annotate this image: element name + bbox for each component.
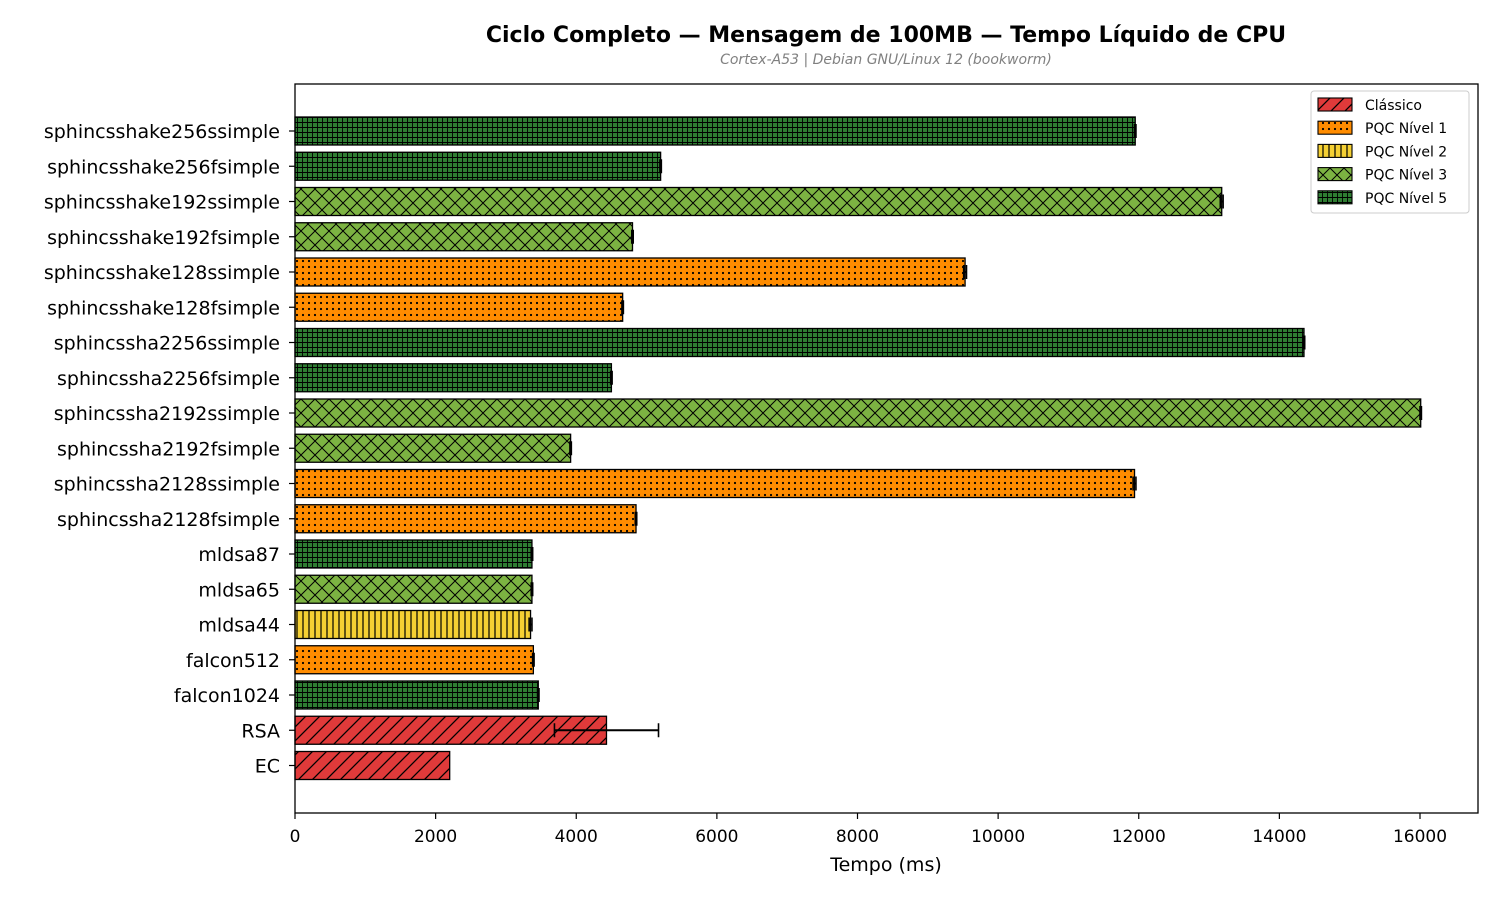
bar-sphincsshake256ssimple bbox=[294, 116, 1136, 146]
x-tick-label: 12000 bbox=[1112, 827, 1166, 847]
bar-sphincssha2256fsimple bbox=[294, 363, 613, 393]
y-tick-label: RSA bbox=[241, 720, 280, 742]
x-tick-label: 10000 bbox=[971, 827, 1025, 847]
legend-item-n1: PQC Nível 1 bbox=[1317, 120, 1447, 137]
y-tick-label: sphincsshake128ssimple bbox=[44, 262, 280, 284]
x-tick-label: 8000 bbox=[836, 827, 879, 847]
y-tick-label: sphincsshake192fsimple bbox=[47, 227, 280, 249]
y-tick-label: falcon1024 bbox=[174, 685, 280, 707]
x-tick-label: 4000 bbox=[555, 827, 598, 847]
bar-EC bbox=[294, 750, 451, 781]
legend-swatch bbox=[1317, 143, 1353, 158]
errorbar-falcon1024 bbox=[536, 688, 540, 702]
bar-sphincsshake256fsimple bbox=[294, 151, 662, 181]
chart-subtitle: Cortex-A53 | Debian GNU/Linux 12 (bookwo… bbox=[720, 52, 1052, 68]
y-tick-label: sphincssha2192fsimple bbox=[57, 438, 280, 460]
chart-title: Ciclo Completo — Mensagem de 100MB — Tem… bbox=[486, 23, 1286, 48]
bar-sphincssha2192fsimple bbox=[294, 433, 572, 463]
y-tick-label: sphincsshake256fsimple bbox=[47, 156, 280, 178]
errorbar-sphincsshake128ssimple bbox=[962, 265, 968, 279]
legend-label: PQC Nível 2 bbox=[1365, 144, 1447, 160]
x-axis-label: Tempo (ms) bbox=[829, 854, 942, 876]
legend: Clássico PQC Nível 1 PQC Nível 2 PQC Nível … bbox=[1310, 90, 1470, 214]
legend-label: PQC Nível 5 bbox=[1365, 191, 1447, 207]
y-tick-label: sphincssha2256fsimple bbox=[57, 368, 280, 390]
y-tick-label: mldsa44 bbox=[198, 615, 280, 637]
bar-sphincssha2192ssimple bbox=[294, 398, 1422, 428]
bar-sphincssha2128fsimple bbox=[294, 504, 637, 534]
x-tick-label: 6000 bbox=[695, 827, 738, 847]
y-tick-labels: sphincsshake256ssimple sphincsshake256fsi… bbox=[44, 121, 295, 778]
errorbar-sphincsshake192fsimple bbox=[630, 229, 635, 244]
y-tick-label: sphincssha2256ssimple bbox=[54, 333, 280, 355]
errorbars-group bbox=[528, 124, 1423, 738]
legend-item-cl: Clássico bbox=[1317, 97, 1422, 114]
y-tick-label: sphincsshake128fsimple bbox=[47, 297, 280, 319]
y-tick-label: sphincssha2128ssimple bbox=[54, 474, 280, 496]
bar-sphincsshake192ssimple bbox=[294, 186, 1223, 217]
bar-falcon1024 bbox=[294, 680, 539, 710]
y-tick-label: sphincssha2192ssimple bbox=[54, 403, 280, 425]
legend-swatch bbox=[1317, 97, 1353, 112]
bar-falcon512 bbox=[294, 645, 535, 675]
legend-item-n3: PQC Nível 3 bbox=[1317, 167, 1447, 184]
bar-mldsa87 bbox=[294, 539, 533, 569]
bar-mldsa44 bbox=[294, 609, 532, 640]
y-tick-label: sphincsshake192ssimple bbox=[44, 192, 280, 214]
bar-sphincssha2256ssimple bbox=[294, 327, 1305, 358]
errorbar-sphincssha2192ssimple bbox=[1419, 406, 1423, 420]
y-tick-label: mldsa87 bbox=[198, 544, 280, 566]
errorbar-sphincsshake192ssimple bbox=[1219, 194, 1224, 209]
bar-mldsa65 bbox=[294, 574, 533, 604]
legend-label: PQC Nível 3 bbox=[1365, 168, 1447, 184]
bar-sphincsshake192fsimple bbox=[294, 222, 634, 252]
x-tick-label: 0 bbox=[290, 827, 301, 847]
x-ticks: 0 2000 4000 6000 8000 10000 12000 14000 16000 bbox=[290, 813, 1447, 847]
legend-swatch bbox=[1317, 120, 1353, 135]
x-tick-label: 2000 bbox=[414, 827, 457, 847]
legend-item-n2: PQC Nível 2 bbox=[1317, 143, 1447, 160]
bar-sphincsshake128ssimple bbox=[294, 257, 966, 287]
errorbar-mldsa87 bbox=[530, 547, 534, 561]
errorbar-sphincssha2128ssimple bbox=[1132, 476, 1137, 491]
errorbar-sphincsshake256ssimple bbox=[1133, 124, 1137, 138]
errorbar-falcon512 bbox=[531, 652, 535, 667]
legend-item-n5: PQC Nível 5 bbox=[1317, 190, 1447, 207]
bars-group bbox=[294, 116, 1422, 781]
errorbar-mldsa44 bbox=[528, 617, 533, 632]
errorbar-sphincssha2128fsimple bbox=[634, 511, 638, 526]
legend-swatch bbox=[1317, 190, 1353, 205]
y-tick-label: mldsa65 bbox=[198, 579, 280, 601]
errorbar-mldsa65 bbox=[530, 582, 534, 597]
errorbar-sphincsshake128fsimple bbox=[621, 300, 625, 315]
y-tick-label: sphincssha2128fsimple bbox=[57, 509, 280, 531]
x-tick-label: 14000 bbox=[1252, 827, 1306, 847]
errorbar-RSA bbox=[553, 723, 660, 738]
legend-label: Clássico bbox=[1365, 98, 1422, 114]
x-tick-label: 16000 bbox=[1393, 827, 1447, 847]
errorbar-sphincssha2256ssimple bbox=[1302, 335, 1306, 350]
errorbar-sphincssha2192fsimple bbox=[569, 441, 573, 456]
y-tick-label: falcon512 bbox=[186, 650, 280, 672]
legend-label: PQC Nível 1 bbox=[1365, 121, 1447, 137]
errorbar-sphincsshake256fsimple bbox=[659, 159, 663, 174]
errorbar-sphincssha2256fsimple bbox=[609, 370, 613, 385]
y-tick-label: EC bbox=[255, 756, 280, 778]
bar-sphincsshake128fsimple bbox=[294, 292, 624, 322]
bar-sphincssha2128ssimple bbox=[294, 468, 1136, 499]
legend-swatch bbox=[1317, 167, 1353, 182]
y-tick-label: sphincsshake256ssimple bbox=[44, 121, 280, 143]
